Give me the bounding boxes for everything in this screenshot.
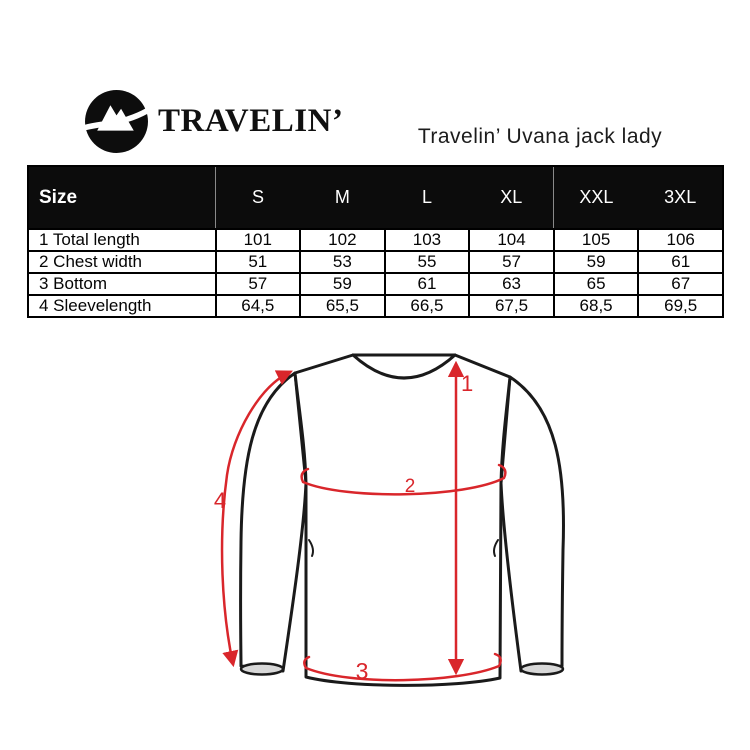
size-chart-body: 1 Total length 101 102 103 104 105 106 2 Chest … bbox=[27, 228, 724, 318]
size-chart-table: Size S M L XL XXL 3XL 1 Total length 101 102 103 1… bbox=[27, 165, 724, 318]
size-chart-cell: 61 bbox=[383, 272, 471, 296]
size-chart-row: 1 Total length 101 102 103 104 105 106 bbox=[27, 228, 724, 252]
size-chart-row-label: 4 Sleevelength bbox=[27, 294, 217, 318]
size-chart-header-row: Size S M L XL XXL 3XL bbox=[28, 166, 723, 230]
size-chart-row: 3 Bottom 57 59 61 63 65 67 bbox=[27, 272, 724, 296]
chest-width-arrow bbox=[300, 463, 507, 496]
brand-logo-wordmark: TRAVELIN’ bbox=[158, 103, 344, 139]
size-chart-cell: 64,5 bbox=[214, 294, 302, 318]
size-chart-cell: 57 bbox=[468, 250, 555, 274]
left-armpit-fold bbox=[308, 539, 314, 557]
size-chart-cell: 67,5 bbox=[468, 294, 555, 318]
right-cuff bbox=[519, 662, 565, 676]
size-chart-cell: 65 bbox=[552, 272, 640, 296]
left-cuff bbox=[239, 662, 285, 676]
marker-chest-width-label: 2 bbox=[405, 476, 416, 497]
product-title: Travelin’ Uvana jack lady bbox=[417, 125, 663, 148]
size-chart-cell: 55 bbox=[383, 250, 471, 274]
size-chart-cell: 59 bbox=[299, 272, 386, 296]
size-chart-cell: 104 bbox=[468, 228, 555, 252]
size-chart-row-label: 3 Bottom bbox=[27, 272, 217, 296]
size-chart-cell: 51 bbox=[214, 250, 302, 274]
sleeve-length-arrow bbox=[220, 370, 293, 668]
neckline-curve bbox=[351, 353, 457, 380]
size-chart-cell: 59 bbox=[552, 250, 640, 274]
size-chart-cell: 68,5 bbox=[552, 294, 640, 318]
marker-bottom-label: 3 bbox=[356, 658, 369, 684]
size-chart-cell: 106 bbox=[637, 228, 724, 252]
size-chart-cell: 63 bbox=[468, 272, 555, 296]
size-chart-cell: 102 bbox=[299, 228, 386, 252]
size-chart-header-cell: S bbox=[215, 166, 301, 230]
size-chart-row-label: 2 Chest width bbox=[27, 250, 217, 274]
size-chart-row: 2 Chest width 51 53 55 57 59 61 bbox=[27, 250, 724, 274]
size-chart-cell: 105 bbox=[552, 228, 640, 252]
size-chart-cell: 69,5 bbox=[637, 294, 724, 318]
left-sleeve-outline bbox=[239, 371, 308, 673]
size-chart-cell: 103 bbox=[383, 228, 471, 252]
brand-logo: TRAVELIN’ bbox=[84, 89, 343, 154]
size-chart-header-cell: 3XL bbox=[638, 166, 723, 230]
size-chart-cell: 57 bbox=[214, 272, 302, 296]
right-armpit-fold bbox=[493, 539, 499, 557]
size-chart-cell: 65,5 bbox=[299, 294, 386, 318]
marker-total-length-label: 1 bbox=[461, 371, 473, 396]
size-chart-header-cell: XXL bbox=[553, 166, 639, 230]
size-chart-cell: 53 bbox=[299, 250, 386, 274]
size-chart-row-label: 1 Total length bbox=[27, 228, 217, 252]
size-chart-header-cell: Size bbox=[28, 166, 216, 230]
size-chart-header-cell: L bbox=[384, 166, 470, 230]
size-chart-header-cell: XL bbox=[469, 166, 555, 230]
marker-sleeve-length-label: 4 bbox=[214, 488, 226, 513]
size-chart-header: Size S M L XL XXL 3XL bbox=[28, 166, 723, 230]
right-sleeve-outline bbox=[499, 375, 565, 673]
jacket-body-outline bbox=[293, 353, 512, 687]
size-chart-header-cell: M bbox=[300, 166, 385, 230]
size-chart-row: 4 Sleevelength 64,5 65,5 66,5 67,5 68,5 69,5 bbox=[27, 294, 724, 318]
bottom-width-arrow bbox=[303, 652, 502, 682]
mountain-road-badge-icon bbox=[84, 89, 150, 154]
size-chart-cell: 61 bbox=[637, 250, 724, 274]
size-chart-cell: 101 bbox=[214, 228, 302, 252]
size-chart-cell: 67 bbox=[637, 272, 724, 296]
size-chart-cell: 66,5 bbox=[383, 294, 471, 318]
